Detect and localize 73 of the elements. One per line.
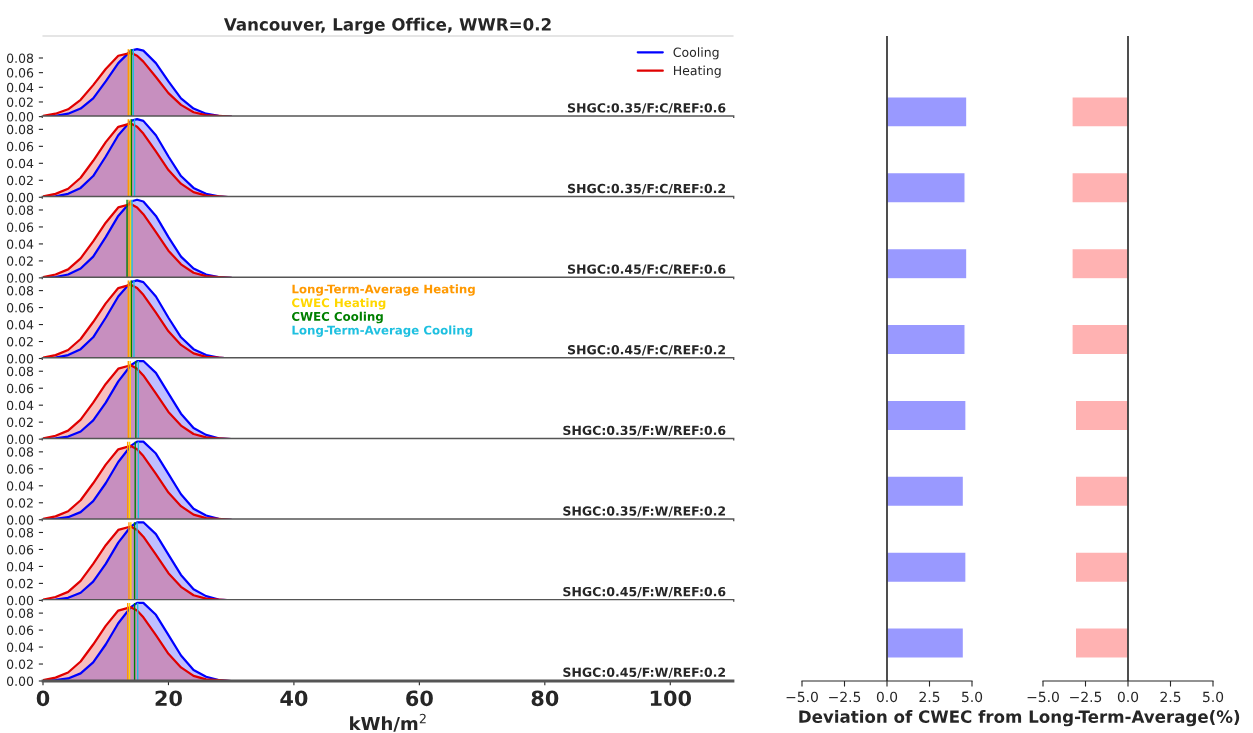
y-tick-label: 0.00 xyxy=(6,192,34,203)
y-tick-label: 0.02 xyxy=(6,659,33,669)
y-tick-label: 0.02 xyxy=(6,417,33,428)
y-tick-label: 0.00 xyxy=(6,112,34,122)
x-tick-label: 0.0 xyxy=(1117,691,1139,703)
x-tick-label: 2.5 xyxy=(1160,691,1181,703)
y-tick-label: 0.04 xyxy=(6,239,34,249)
x-tick-label: 5.0 xyxy=(1203,691,1224,703)
x-tick-label: −2.5 xyxy=(1070,691,1102,703)
x-tick-label: 80 xyxy=(531,690,559,707)
y-tick-label: 0.02 xyxy=(6,337,33,347)
y-tick-label: 0.04 xyxy=(6,158,34,169)
chart-title: Vancouver, Large Office, WWR=0.2 xyxy=(223,17,551,35)
y-tick-label: 0.02 xyxy=(6,175,33,186)
x-tick-label: −5.0 xyxy=(1027,691,1059,703)
ref-line-label: CWEC Heating xyxy=(291,298,386,310)
ref-line-label: Long-Term-Average Cooling xyxy=(292,325,473,337)
y-tick-label: 0.08 xyxy=(6,366,34,377)
ref-line-label: Long-Term-Average Heating xyxy=(292,284,475,296)
y-tick-label: 0.02 xyxy=(6,97,33,107)
x-tick-label: −2.5 xyxy=(829,691,861,703)
y-tick-label: 0.02 xyxy=(6,498,33,508)
y-tick-label: 0.06 xyxy=(6,68,34,78)
y-tick-label: 0.04 xyxy=(6,400,34,411)
annotation: SHGC:0.35/F:C/REF:0.2 xyxy=(567,183,726,195)
y-tick-label: 0.06 xyxy=(6,544,34,555)
y-tick-label: 0.00 xyxy=(6,515,34,525)
y-tick-label: 0.00 xyxy=(6,273,34,283)
annotation: SHGC:0.35/F:C/REF:0.6 xyxy=(567,103,726,114)
y-tick-label: 0.08 xyxy=(6,447,34,457)
x-tick-label: 2.5 xyxy=(919,691,940,703)
y-tick-label: 0.08 xyxy=(6,205,34,215)
y-tick-label: 0.06 xyxy=(6,222,34,232)
annotation: SHGC:0.45/F:C/REF:0.6 xyxy=(567,264,726,275)
x-tick-label: 0.0 xyxy=(876,691,898,703)
x-axis-title: kWh/m$^{2}$ xyxy=(350,713,426,732)
annotation: SHGC:0.45/F:W/REF:0.2 xyxy=(563,667,726,678)
x-tick-label: 100 xyxy=(650,690,692,707)
annotation: SHGC:0.35/F:W/REF:0.2 xyxy=(563,506,726,517)
annotation: SHGC:0.35/F:W/REF:0.6 xyxy=(563,425,726,437)
y-tick-label: 0.04 xyxy=(6,561,34,572)
x-tick-label: 5.0 xyxy=(962,691,983,703)
y-tick-label: 0.04 xyxy=(6,320,34,330)
y-tick-label: 0.08 xyxy=(6,124,34,135)
y-tick-label: 0.06 xyxy=(6,141,34,152)
y-tick-label: 0.00 xyxy=(6,595,34,606)
y-tick-label: 0.08 xyxy=(6,608,34,619)
legend-label: Cooling xyxy=(673,47,719,60)
x-tick-label: 60 xyxy=(406,690,433,707)
y-tick-label: 0.00 xyxy=(6,434,34,445)
x-tick-label: 0 xyxy=(36,690,50,707)
y-tick-label: 0.02 xyxy=(6,256,33,266)
y-tick-label: 0.04 xyxy=(6,481,34,491)
legend-label: Heating xyxy=(673,65,721,78)
ref-line-label: CWEC Cooling xyxy=(291,311,383,324)
annotation: SHGC:0.45/F:C/REF:0.2 xyxy=(567,345,726,356)
annotation: SHGC:0.45/F:W/REF:0.6 xyxy=(563,586,726,598)
x-tick-label: 40 xyxy=(280,690,308,707)
y-tick-label: 0.06 xyxy=(6,303,34,313)
y-tick-label: 0.04 xyxy=(6,642,34,652)
x-tick-label: 20 xyxy=(155,690,182,707)
y-tick-label: 0.04 xyxy=(6,82,34,93)
y-tick-label: 0.02 xyxy=(6,578,33,589)
y-tick-label: 0.08 xyxy=(6,53,34,63)
y-tick-label: 0.00 xyxy=(6,353,34,364)
y-tick-label: 0.08 xyxy=(6,527,34,538)
y-tick-label: 0.06 xyxy=(6,625,34,636)
y-tick-label: 0.00 xyxy=(6,676,34,686)
x-tick-label: −5.0 xyxy=(786,691,818,703)
y-tick-label: 0.06 xyxy=(6,464,34,474)
x-axis-title: Deviation of CWEC from Long-Term-Average(%) xyxy=(799,710,1240,727)
y-tick-label: 0.08 xyxy=(6,286,34,296)
y-tick-label: 0.06 xyxy=(6,383,34,394)
